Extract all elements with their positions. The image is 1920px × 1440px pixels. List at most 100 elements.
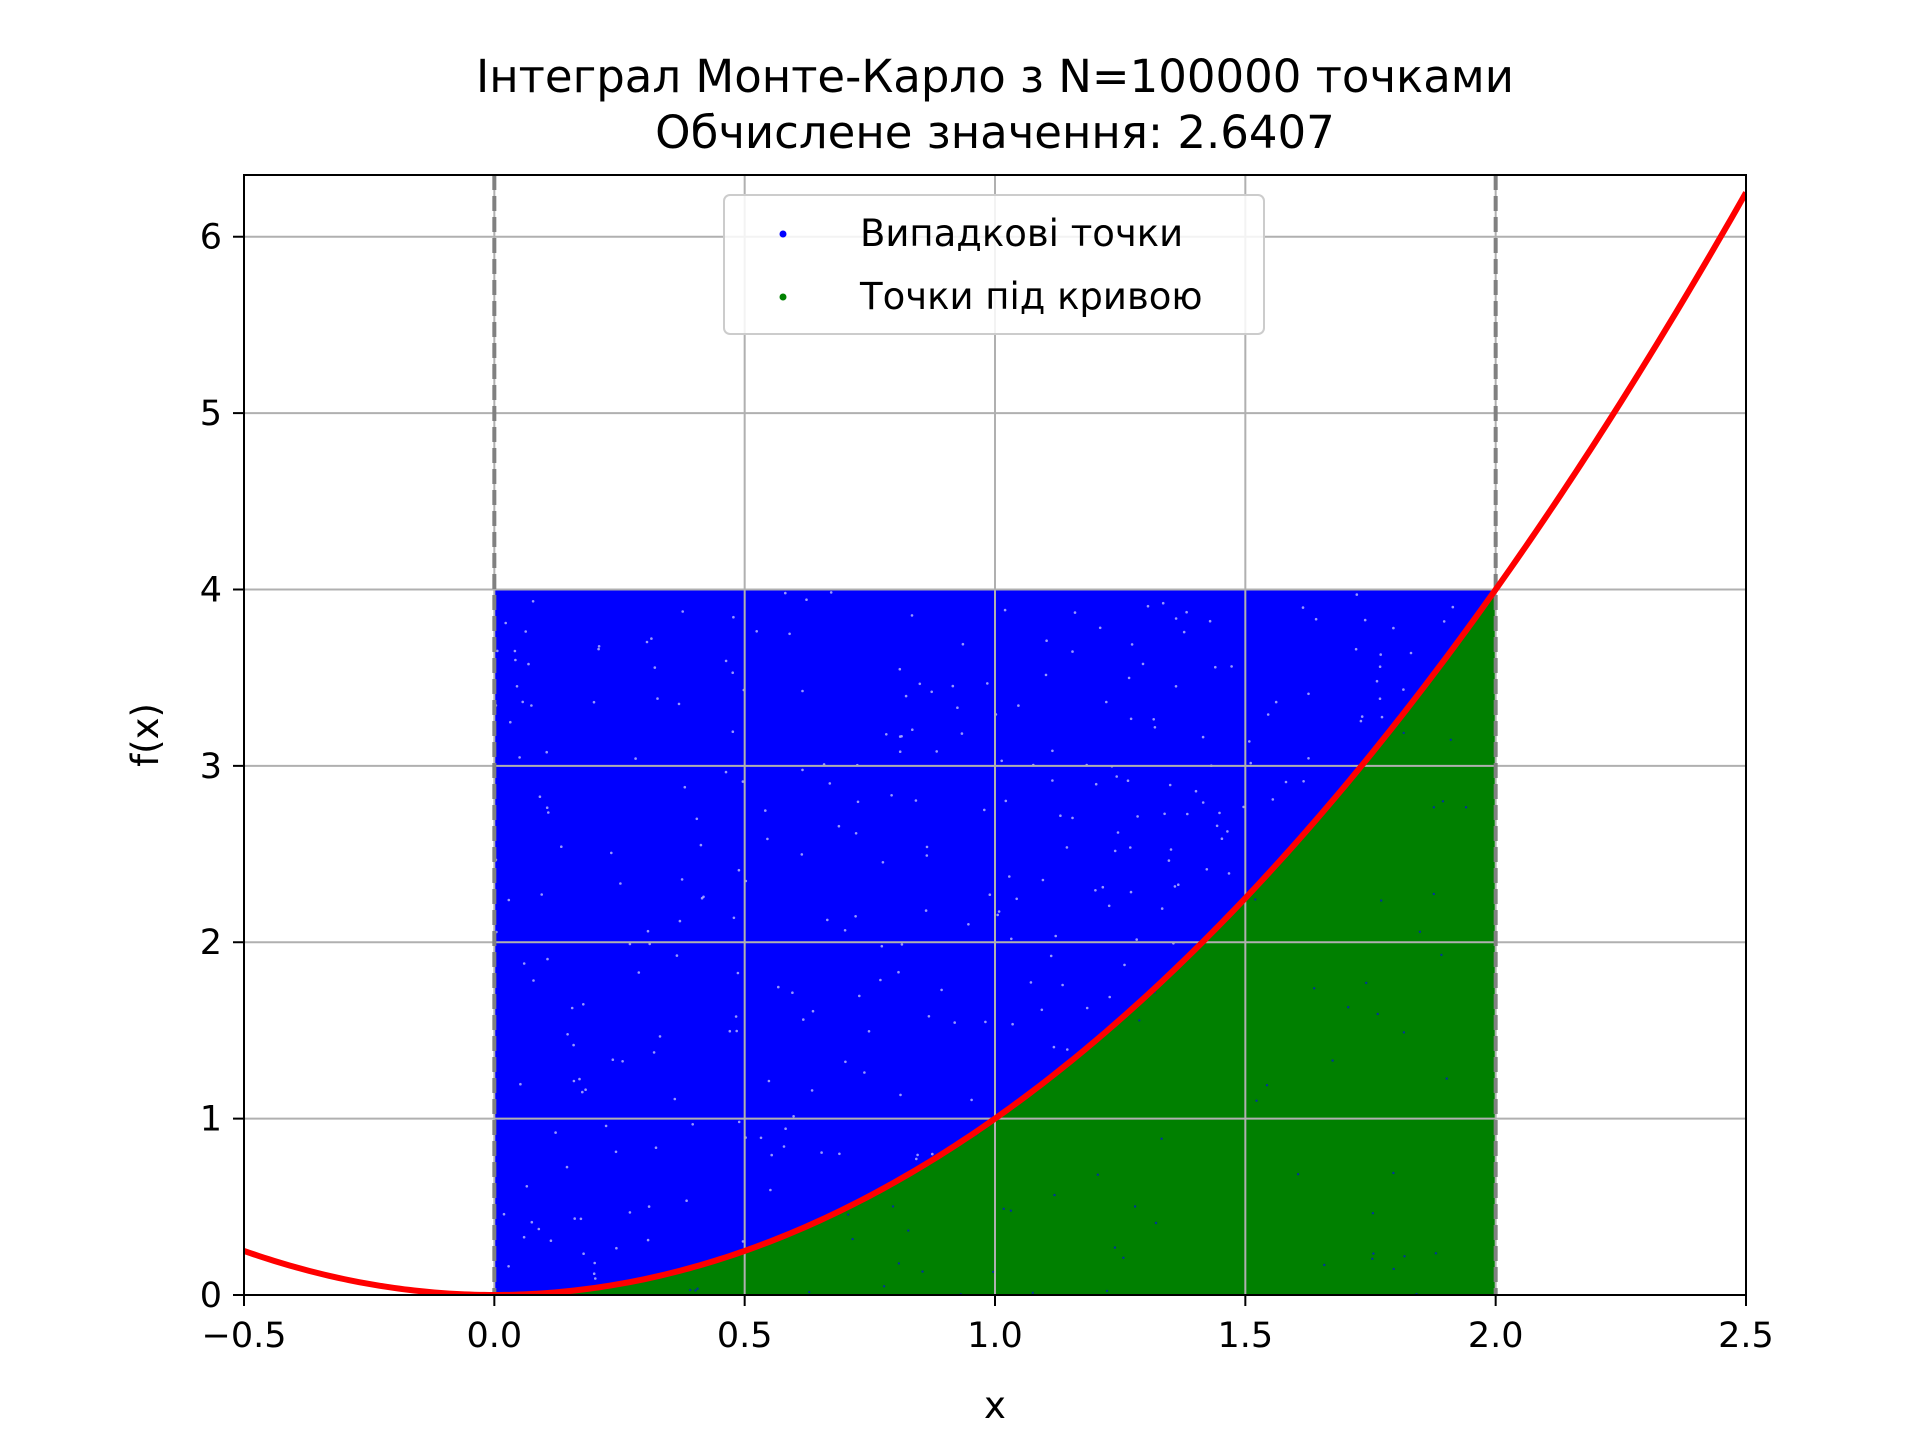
random-point bbox=[916, 1153, 919, 1157]
random-point bbox=[1451, 605, 1455, 609]
random-point bbox=[1115, 775, 1118, 778]
random-point bbox=[858, 994, 861, 998]
random-point bbox=[953, 1021, 956, 1024]
random-point bbox=[614, 1150, 618, 1154]
random-point bbox=[1242, 805, 1245, 809]
under-curve-point bbox=[1331, 1059, 1334, 1062]
legend-label-random-points: Випадкові точки bbox=[860, 212, 1183, 255]
random-point bbox=[1000, 759, 1003, 763]
random-point bbox=[628, 942, 632, 946]
random-point bbox=[507, 1265, 510, 1268]
random-point bbox=[927, 1015, 931, 1018]
random-point bbox=[652, 1051, 656, 1054]
random-point bbox=[734, 1015, 738, 1018]
random-point bbox=[1271, 798, 1275, 801]
random-point bbox=[732, 615, 735, 619]
random-point bbox=[880, 944, 884, 948]
random-point bbox=[582, 1252, 585, 1255]
random-point bbox=[997, 910, 1001, 913]
under-curve-point bbox=[1053, 1193, 1056, 1197]
y-tick-label: 3 bbox=[200, 747, 222, 787]
random-point bbox=[735, 1029, 738, 1033]
random-point bbox=[828, 782, 832, 785]
random-point bbox=[1135, 938, 1138, 941]
random-point bbox=[1044, 673, 1048, 677]
random-point bbox=[566, 1033, 569, 1036]
random-point bbox=[1066, 1048, 1069, 1051]
random-point bbox=[1071, 650, 1074, 653]
random-point bbox=[579, 1217, 583, 1221]
under-curve-point bbox=[1031, 1291, 1035, 1295]
random-point bbox=[530, 704, 533, 707]
random-point bbox=[820, 1151, 823, 1154]
random-point bbox=[915, 1157, 918, 1161]
random-point bbox=[867, 1030, 871, 1033]
random-point bbox=[1101, 885, 1105, 889]
random-point bbox=[769, 1188, 772, 1192]
random-point bbox=[731, 671, 734, 674]
under-curve-point bbox=[1009, 1209, 1013, 1212]
random-point bbox=[890, 794, 893, 797]
random-point bbox=[881, 861, 885, 864]
random-point bbox=[1116, 831, 1120, 834]
random-point bbox=[1059, 814, 1062, 817]
under-curve-point bbox=[1313, 987, 1316, 990]
random-point bbox=[615, 1246, 618, 1250]
random-point bbox=[691, 1123, 694, 1126]
random-point bbox=[1355, 593, 1359, 596]
random-point bbox=[800, 853, 804, 856]
random-point bbox=[681, 610, 684, 613]
random-point bbox=[843, 929, 847, 932]
random-point bbox=[1004, 799, 1008, 803]
random-point bbox=[647, 1205, 651, 1208]
random-point bbox=[525, 1185, 529, 1188]
random-point bbox=[1363, 618, 1367, 622]
random-point bbox=[1167, 859, 1171, 862]
random-point bbox=[1392, 626, 1395, 630]
under-curve-point bbox=[1122, 1256, 1125, 1260]
random-point bbox=[1163, 812, 1166, 816]
random-point bbox=[1153, 726, 1157, 729]
random-point bbox=[1123, 963, 1126, 967]
random-point bbox=[1284, 780, 1288, 784]
random-point bbox=[549, 1239, 553, 1242]
random-point bbox=[1008, 875, 1011, 878]
random-point bbox=[1227, 872, 1231, 875]
random-point bbox=[777, 985, 780, 989]
under-curve-point bbox=[1371, 1212, 1375, 1215]
random-point bbox=[898, 667, 902, 671]
under-curve-point bbox=[1418, 930, 1422, 933]
under-curve-point bbox=[1432, 892, 1436, 896]
random-point bbox=[513, 649, 517, 653]
under-curve-point bbox=[1392, 1171, 1395, 1175]
under-curve-point bbox=[1371, 1257, 1374, 1261]
random-point bbox=[537, 1227, 541, 1231]
random-point bbox=[1307, 757, 1310, 760]
random-point bbox=[572, 1079, 576, 1083]
random-point bbox=[1314, 617, 1318, 621]
random-point bbox=[1274, 700, 1278, 704]
random-point bbox=[1169, 848, 1173, 851]
y-tick-label: 5 bbox=[200, 394, 222, 434]
random-point bbox=[522, 1235, 526, 1239]
random-point bbox=[1017, 704, 1020, 707]
legend-marker-under-curve bbox=[779, 293, 787, 301]
random-point bbox=[856, 800, 860, 804]
random-point bbox=[573, 1217, 576, 1220]
random-point bbox=[1061, 983, 1064, 987]
random-point bbox=[1105, 700, 1108, 704]
random-point bbox=[1354, 647, 1358, 651]
y-tick-label: 2 bbox=[200, 923, 222, 963]
random-point bbox=[759, 1136, 763, 1140]
under-curve-point bbox=[1347, 1006, 1350, 1009]
random-point bbox=[1380, 715, 1384, 719]
under-curve-point bbox=[1133, 1205, 1137, 1208]
random-point bbox=[1301, 606, 1305, 609]
random-point bbox=[521, 700, 524, 704]
random-point bbox=[844, 1060, 847, 1064]
random-point bbox=[628, 1211, 632, 1214]
random-point bbox=[924, 909, 928, 912]
random-point bbox=[1307, 692, 1310, 696]
random-point bbox=[1010, 937, 1013, 941]
